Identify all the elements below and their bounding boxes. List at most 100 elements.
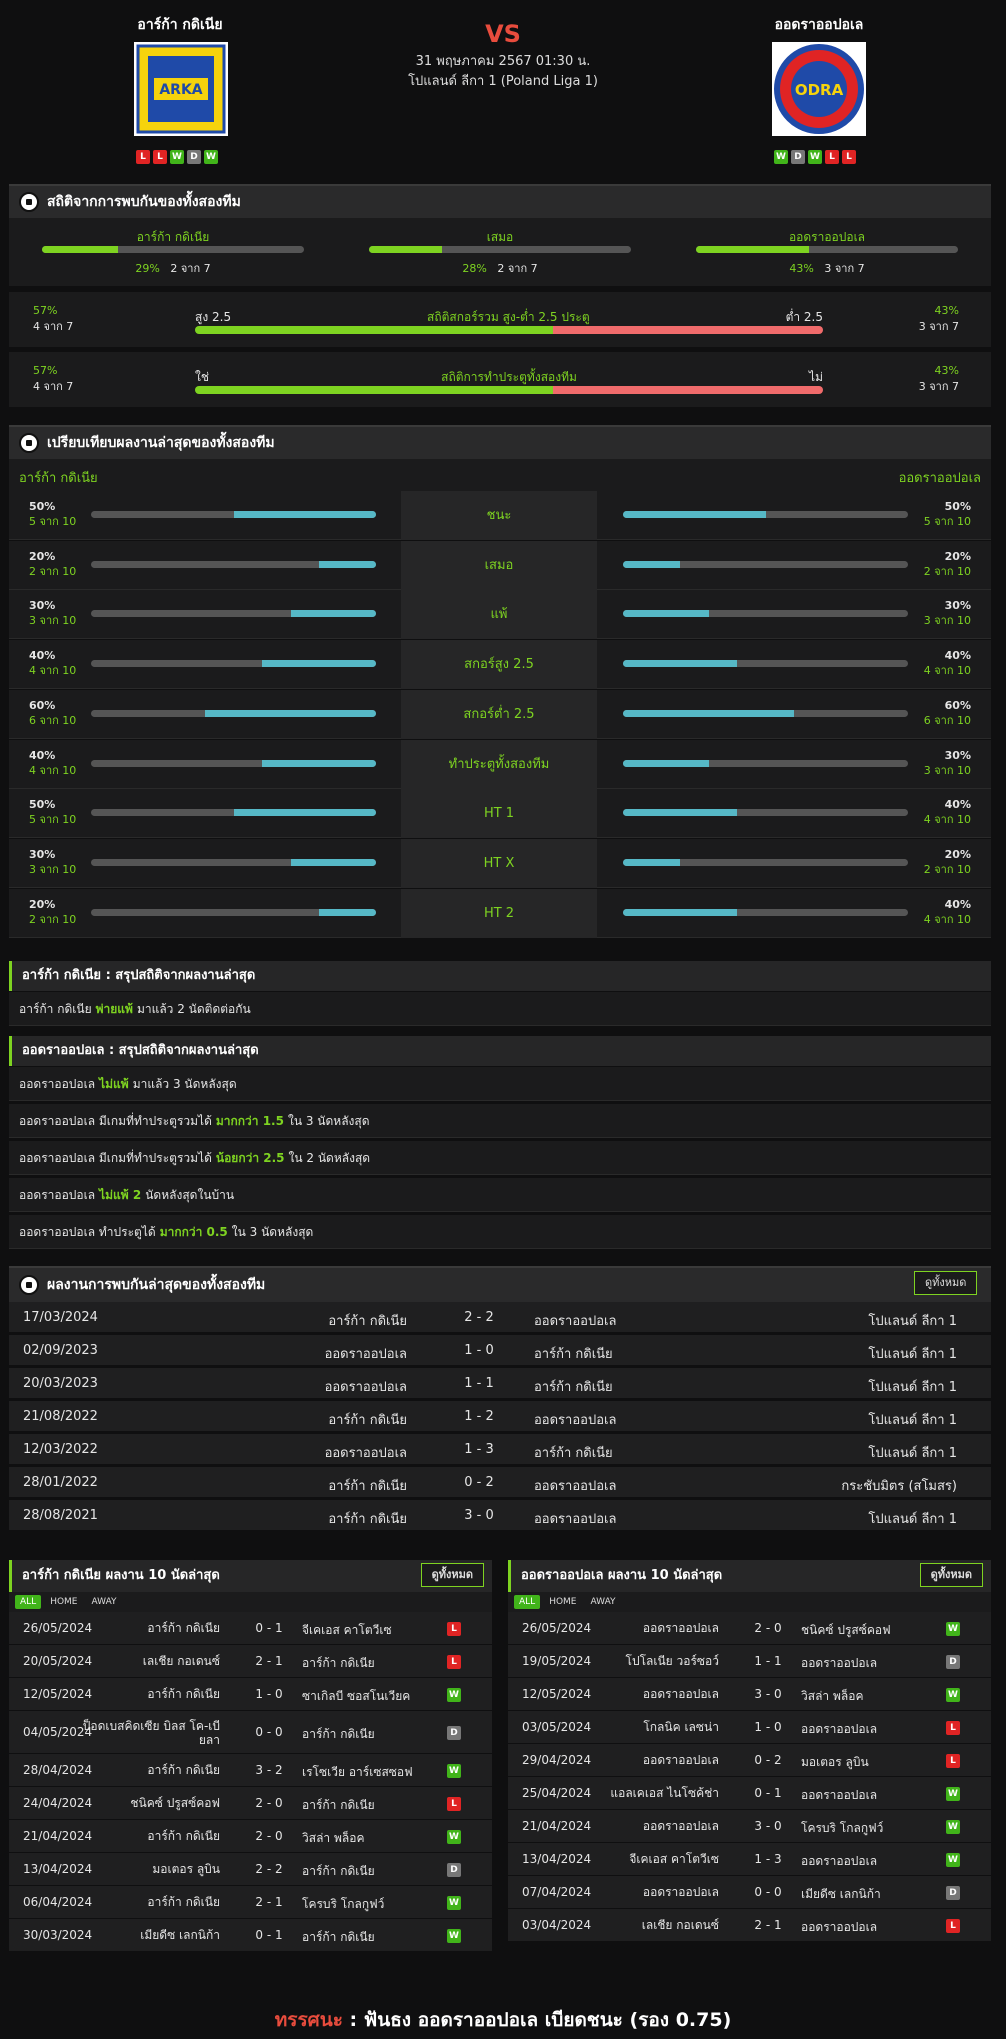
result-home[interactable]: อาร์ก้า กดิเนีย (328, 1413, 407, 1428)
match-home[interactable]: ป็อดเบสคิดเซีย บิลส โค-เบียลา (82, 1719, 220, 1747)
match-row[interactable]: 03/04/2024 เลเชีย กอเดนซ์ 2 - 1 ออดราออปอเล… (508, 1909, 991, 1942)
match-row[interactable]: 21/04/2024 ออดราออปอเล 3 - 0 โครบริ โกลกูฟว… (508, 1810, 991, 1843)
match-away[interactable]: มอเตอร ลูบิน (801, 1755, 869, 1769)
home-team-logo[interactable]: ARKA (134, 42, 228, 136)
h2h-result-row[interactable]: 17/03/2024 อาร์ก้า กดิเนีย 2 - 2 ออดราออปอเ… (9, 1302, 991, 1334)
match-row[interactable]: 24/04/2024 ชนิคซ์ ปรูสซ์คอฟ 2 - 0 อาร์ก้า ก… (9, 1787, 492, 1820)
match-home[interactable]: อาร์ก้า กดิเนีย (147, 1763, 220, 1777)
match-away[interactable]: ออดราออปอเล (801, 1656, 878, 1670)
home-last10-see-all[interactable]: ดูทั้งหมด (420, 1563, 484, 1587)
tab-home[interactable]: HOME (549, 1597, 577, 1607)
match-home[interactable]: แอลเคเอส ไนโซค้ช่า (610, 1786, 719, 1800)
match-row[interactable]: 13/04/2024 จีเคเอส คาโตวีเซ 1 - 3 ออดราออปอ… (508, 1843, 991, 1876)
match-row[interactable]: 04/05/2024 ป็อดเบสคิดเซีย บิลส โค-เบียลา 0… (9, 1711, 492, 1754)
result-away[interactable]: ออดราออปอเล (534, 1479, 617, 1494)
match-away[interactable]: อาร์ก้า กดิเนีย (302, 1864, 375, 1878)
match-away[interactable]: ออดราออปอเล (801, 1854, 878, 1868)
result-away[interactable]: ออดราออปอเล (534, 1413, 617, 1428)
result-away[interactable]: ออดราออปอเล (534, 1512, 617, 1527)
result-home[interactable]: อาร์ก้า กดิเนีย (328, 1314, 407, 1329)
match-away[interactable]: ออดราออปอเล (801, 1722, 878, 1736)
match-home[interactable]: จีเคเอส คาโตวีเซ (629, 1852, 719, 1866)
tab-home[interactable]: HOME (50, 1597, 78, 1607)
match-home[interactable]: ออดราออปอเล (642, 1753, 719, 1767)
h2h-result-row[interactable]: 20/03/2023 ออดราออปอเล 1 - 1 อาร์ก้า กดิเนี… (9, 1368, 991, 1400)
match-home[interactable]: โปโลเนีย วอร์ซอว์ (625, 1654, 720, 1668)
match-home[interactable]: อาร์ก้า กดิเนีย (147, 1895, 220, 1909)
h2h-result-row[interactable]: 28/01/2022 อาร์ก้า กดิเนีย 0 - 2 ออดราออปอเ… (9, 1467, 991, 1499)
match-away[interactable]: เรโซเวีย อาร์เซสซอฟ (302, 1765, 413, 1779)
match-away[interactable]: ซาเกิลบี ซอสโนเวียค (302, 1689, 411, 1703)
match-row[interactable]: 19/05/2024 โปโลเนีย วอร์ซอว์ 1 - 1 ออดราออป… (508, 1645, 991, 1678)
match-away[interactable]: จีเคเอส คาโตวีเซ (302, 1623, 392, 1637)
match-home[interactable]: ออดราออปอเล (642, 1687, 719, 1701)
match-score: 2 - 2 (255, 1862, 283, 1876)
match-home[interactable]: โกลนิค เลซน่า (643, 1720, 719, 1734)
match-row[interactable]: 25/04/2024 แอลเคเอส ไนโซค้ช่า 0 - 1 ออดราออ… (508, 1777, 991, 1810)
tab-away[interactable]: AWAY (590, 1597, 616, 1607)
match-away[interactable]: ชนิคซ์ ปรูสซ์คอฟ (801, 1623, 891, 1637)
match-row[interactable]: 06/04/2024 อาร์ก้า กดิเนีย 2 - 1 โครบริ โกล… (9, 1886, 492, 1919)
h2h-result-row[interactable]: 12/03/2022 ออดราออปอเล 1 - 3 อาร์ก้า กดิเนี… (9, 1434, 991, 1466)
tab-all[interactable]: ALL (15, 1595, 42, 1609)
compare-away-bar (623, 610, 908, 618)
result-away[interactable]: อาร์ก้า กดิเนีย (534, 1347, 613, 1362)
match-away[interactable]: เมียดีซ เลกนิก้า (801, 1887, 881, 1901)
result-away[interactable]: ออดราออปอเล (534, 1314, 617, 1329)
h2h-result-row[interactable]: 02/09/2023 ออดราออปอเล 1 - 0 อาร์ก้า กดิเนี… (9, 1335, 991, 1367)
away-team-name[interactable]: ออดราออปอเล (774, 17, 864, 33)
match-home[interactable]: ชนิคซ์ ปรูสซ์คอฟ (130, 1796, 220, 1810)
tab-all[interactable]: ALL (514, 1595, 541, 1609)
match-row[interactable]: 03/05/2024 โกลนิค เลซน่า 1 - 0 ออดราออปอเล L (508, 1711, 991, 1744)
result-home[interactable]: อาร์ก้า กดิเนีย (328, 1479, 407, 1494)
match-home[interactable]: อาร์ก้า กดิเนีย (147, 1829, 220, 1843)
result-home[interactable]: ออดราออปอเล (324, 1380, 407, 1395)
result-home[interactable]: ออดราออปอเล (324, 1347, 407, 1362)
match-away[interactable]: โครบริ โกลกูฟว์ (302, 1897, 385, 1911)
match-row[interactable]: 13/04/2024 มอเตอร ลูบิน 2 - 2 อาร์ก้า กดิเน… (9, 1853, 492, 1886)
match-row[interactable]: 26/05/2024 อาร์ก้า กดิเนีย 0 - 1 จีเคเอส คา… (9, 1612, 492, 1645)
match-home[interactable]: เมียดีซ เลกนิก้า (140, 1928, 220, 1942)
match-away[interactable]: วิสล่า พล็อค (801, 1689, 864, 1703)
match-home[interactable]: เลเชีย กอเดนซ์ (641, 1918, 719, 1932)
away-team-logo[interactable]: ODRA (772, 42, 866, 136)
match-row[interactable]: 12/05/2024 ออดราออปอเล 3 - 0 วิสล่า พล็อค W (508, 1678, 991, 1711)
compare-home-name[interactable]: อาร์ก้า กดิเนีย (19, 471, 98, 486)
away-last10-see-all[interactable]: ดูทั้งหมด (919, 1563, 983, 1587)
match-row[interactable]: 21/04/2024 อาร์ก้า กดิเนีย 2 - 0 วิสล่า พล็… (9, 1820, 492, 1853)
match-home[interactable]: ออดราออปอเล (642, 1819, 719, 1833)
match-home[interactable]: อาร์ก้า กดิเนีย (147, 1621, 220, 1635)
match-away[interactable]: อาร์ก้า กดิเนีย (302, 1798, 375, 1812)
h2h-see-all-button[interactable]: ดูทั้งหมด (914, 1271, 978, 1295)
match-row[interactable]: 26/05/2024 ออดราออปอเล 2 - 0 ชนิคซ์ ปรูสซ์ค… (508, 1612, 991, 1645)
home-team-name[interactable]: อาร์ก้า กดิเนีย (137, 17, 223, 33)
compare-row: 30% 3 จาก 10 แพ้ 30% 3 จาก 10 (9, 590, 991, 640)
match-away[interactable]: วิสล่า พล็อค (302, 1831, 365, 1845)
match-row[interactable]: 12/05/2024 อาร์ก้า กดิเนีย 1 - 0 ซาเกิลบี ซ… (9, 1678, 492, 1711)
result-badge: W (946, 1688, 960, 1702)
compare-away-name[interactable]: ออดราออปอเล (898, 471, 981, 486)
tab-away[interactable]: AWAY (91, 1597, 117, 1607)
match-home[interactable]: อาร์ก้า กดิเนีย (147, 1687, 220, 1701)
match-home[interactable]: ออดราออปอเล (642, 1885, 719, 1899)
match-row[interactable]: 28/04/2024 อาร์ก้า กดิเนีย 3 - 2 เรโซเวีย อ… (9, 1754, 492, 1787)
match-home[interactable]: ออดราออปอเล (642, 1621, 719, 1635)
match-home[interactable]: เลเชีย กอเดนซ์ (142, 1654, 220, 1668)
h2h-result-row[interactable]: 21/08/2022 อาร์ก้า กดิเนีย 1 - 2 ออดราออปอเ… (9, 1401, 991, 1433)
match-away[interactable]: อาร์ก้า กดิเนีย (302, 1656, 375, 1670)
match-row[interactable]: 07/04/2024 ออดราออปอเล 0 - 0 เมียดีซ เลกนิก… (508, 1876, 991, 1909)
match-home[interactable]: มอเตอร ลูบิน (152, 1862, 220, 1876)
result-away[interactable]: อาร์ก้า กดิเนีย (534, 1380, 613, 1395)
match-row[interactable]: 30/03/2024 เมียดีซ เลกนิก้า 0 - 1 อาร์ก้า ก… (9, 1919, 492, 1952)
result-home[interactable]: ออดราออปอเล (324, 1446, 407, 1461)
match-away[interactable]: อาร์ก้า กดิเนีย (302, 1930, 375, 1944)
h2h-result-row[interactable]: 28/08/2021 อาร์ก้า กดิเนีย 3 - 0 ออดราออปอเ… (9, 1500, 991, 1532)
match-row[interactable]: 29/04/2024 ออดราออปอเล 0 - 2 มอเตอร ลูบิน L (508, 1744, 991, 1777)
match-away[interactable]: ออดราออปอเล (801, 1920, 878, 1934)
match-away[interactable]: อาร์ก้า กดิเนีย (302, 1727, 375, 1741)
match-away[interactable]: โครบริ โกลกูฟว์ (801, 1821, 884, 1835)
result-home[interactable]: อาร์ก้า กดิเนีย (328, 1512, 407, 1527)
match-away[interactable]: ออดราออปอเล (801, 1788, 878, 1802)
match-row[interactable]: 20/05/2024 เลเชีย กอเดนซ์ 2 - 1 อาร์ก้า กดิ… (9, 1645, 492, 1678)
result-away[interactable]: อาร์ก้า กดิเนีย (534, 1446, 613, 1461)
